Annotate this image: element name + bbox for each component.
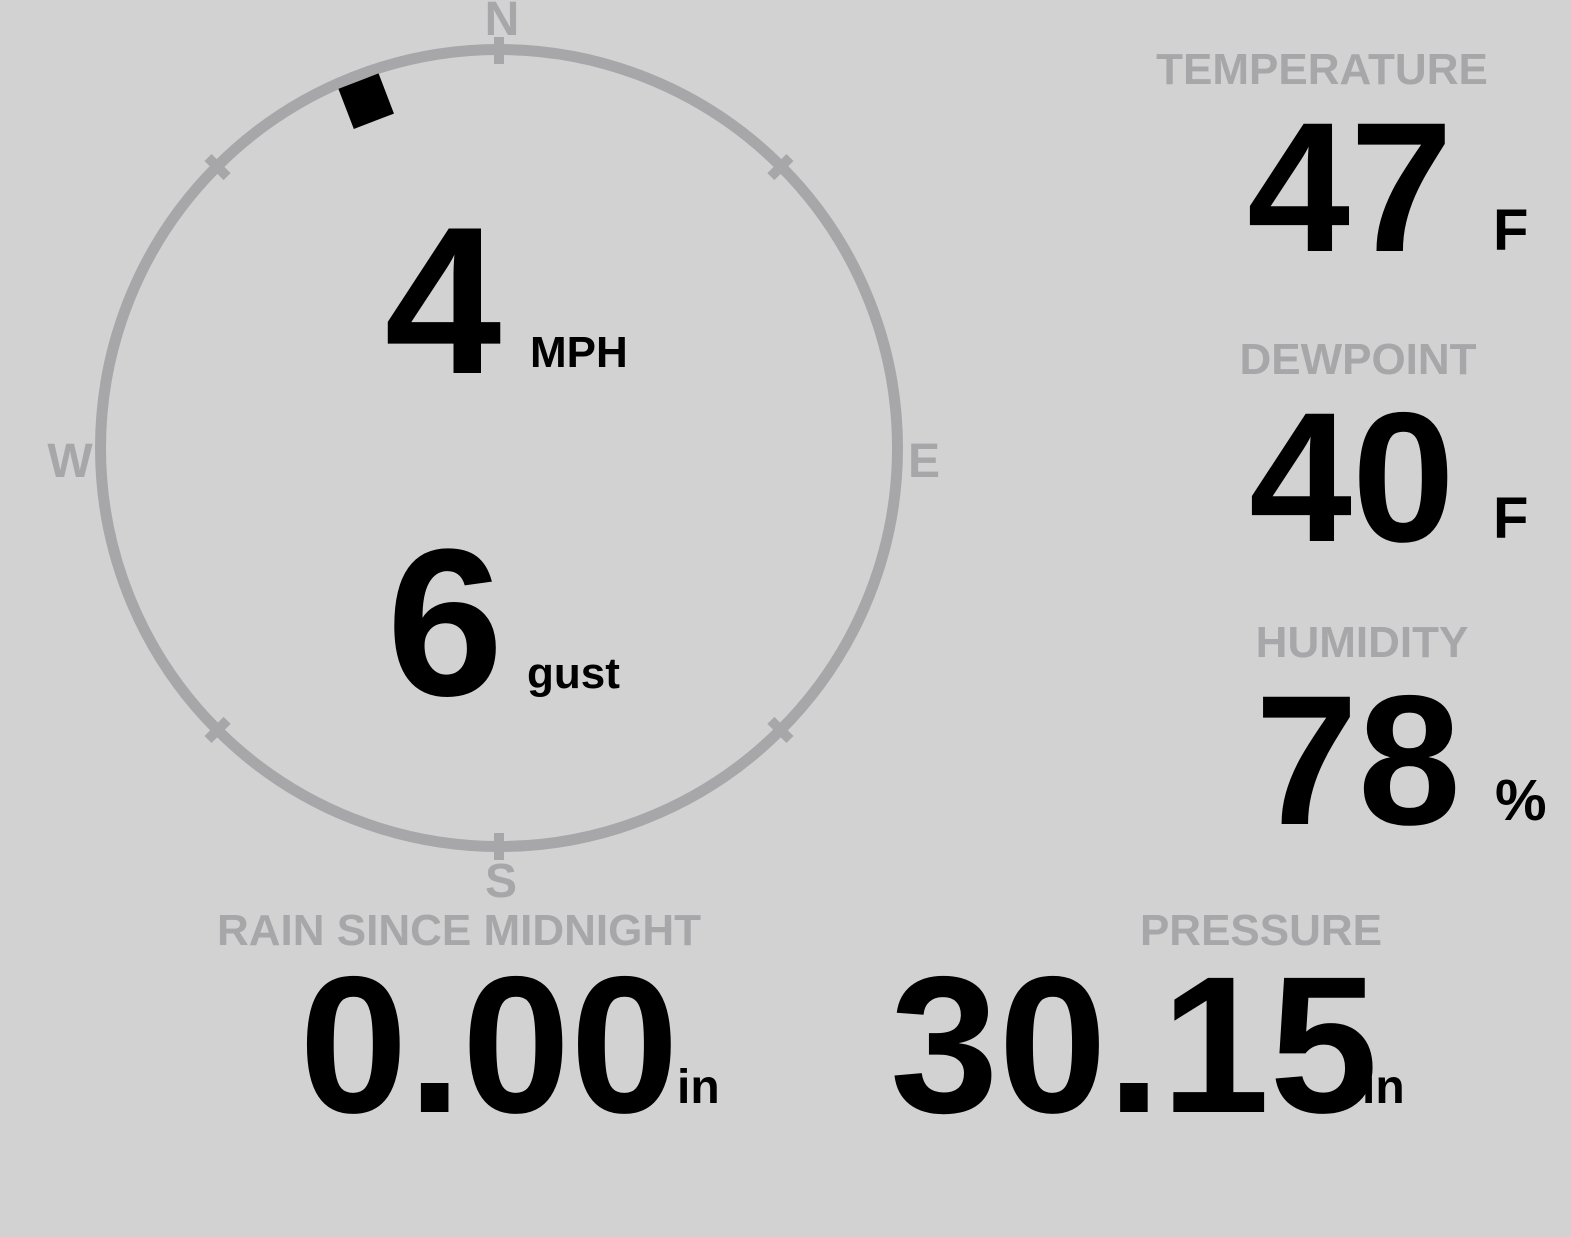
- dewpoint-unit: F: [1493, 486, 1529, 551]
- compass-label-south: S: [484, 855, 518, 908]
- rain-value: 0.00: [299, 936, 679, 1154]
- wind-speed-value: 4: [384, 183, 502, 418]
- rain-label: RAIN SINCE MIDNIGHT: [217, 906, 701, 955]
- humidity-label: HUMIDITY: [1255, 618, 1469, 667]
- compass-label-east: E: [907, 435, 941, 488]
- compass-label-north: N: [484, 0, 520, 46]
- wind-gust-value: 6: [386, 505, 504, 740]
- compass-tick-n: [494, 37, 504, 64]
- compass-label-west: W: [47, 435, 93, 488]
- humidity-unit: %: [1495, 768, 1547, 833]
- pressure-value: 30.15: [890, 936, 1378, 1154]
- dewpoint-label: DEWPOINT: [1239, 335, 1477, 384]
- humidity-value: 78: [1255, 658, 1461, 864]
- temperature-unit: F: [1493, 198, 1529, 263]
- pressure-label: PRESSURE: [1139, 906, 1383, 955]
- wind-gust-unit: gust: [527, 649, 620, 698]
- rain-unit: in: [677, 1061, 720, 1114]
- pressure-unit: in: [1362, 1061, 1405, 1114]
- temperature-value: 47: [1247, 85, 1453, 291]
- temperature-label: TEMPERATURE: [1156, 45, 1488, 94]
- wind-speed-unit: MPH: [530, 328, 628, 377]
- dewpoint-value: 40: [1249, 375, 1455, 581]
